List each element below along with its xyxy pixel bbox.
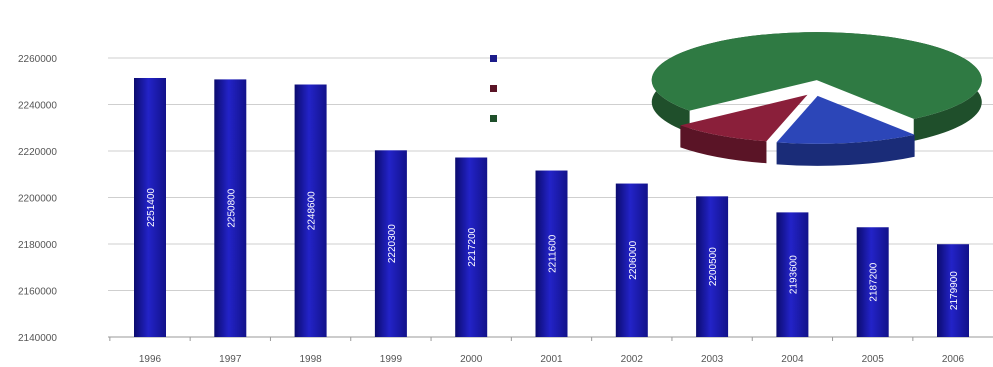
bar-value-label: 2211600 xyxy=(548,234,559,273)
bar xyxy=(856,227,889,337)
bar xyxy=(937,244,969,337)
bar-value-label: 2179900 xyxy=(949,271,960,310)
pie-slice-side xyxy=(776,134,915,166)
y-tick-label: 2200000 xyxy=(18,194,57,205)
legend-swatch xyxy=(490,85,497,92)
y-axis: 2140000 2160000 2180000 2200000 2220000 22400… xyxy=(18,54,57,344)
y-tick-label: 2240000 xyxy=(18,101,57,112)
bar-value-label: 2193600 xyxy=(788,255,799,294)
y-tick-label: 2160000 xyxy=(18,287,57,298)
bar-value-label: 2200500 xyxy=(708,247,719,286)
bar-value-label: 2217200 xyxy=(467,227,478,266)
pie-slice xyxy=(680,94,808,142)
legend-swatch xyxy=(490,55,497,62)
bar-value-label: 2248600 xyxy=(307,191,318,230)
bar-value-label: 2206000 xyxy=(628,240,639,279)
legend-swatch xyxy=(490,115,497,122)
bar-value-label: 2250800 xyxy=(226,188,237,227)
x-tick-label: 2003 xyxy=(701,354,724,365)
x-tick-label: 2005 xyxy=(862,354,885,365)
x-tick-label: 1999 xyxy=(380,354,403,365)
bar xyxy=(134,77,166,338)
x-tick-label: 2004 xyxy=(781,354,804,365)
bar xyxy=(696,196,729,337)
bar-value-label: 2251400 xyxy=(146,188,157,227)
pie-slice-side xyxy=(680,125,767,164)
y-tick-label: 2140000 xyxy=(18,333,57,344)
x-tick-label: 2001 xyxy=(540,354,563,365)
bar xyxy=(374,150,407,337)
pie-slice xyxy=(776,95,915,144)
x-tick-label: 1997 xyxy=(219,354,242,365)
y-tick-label: 2220000 xyxy=(18,147,57,158)
bar xyxy=(615,183,648,337)
bar xyxy=(776,212,809,337)
x-tick-label: 1998 xyxy=(299,354,322,365)
bar xyxy=(214,79,247,337)
x-tick-label: 1996 xyxy=(139,354,162,365)
bar-value-label: 2187200 xyxy=(869,262,880,301)
x-tick-label: 2000 xyxy=(460,354,483,365)
pie-slice xyxy=(651,32,982,119)
bars: 2251400 2250800 2248600 2220300 2217200 22116… xyxy=(134,77,969,338)
x-tick-label: 2006 xyxy=(942,354,965,365)
pie-chart xyxy=(651,32,982,166)
legend xyxy=(490,55,497,122)
y-tick-label: 2260000 xyxy=(18,54,57,65)
x-tick-label: 2002 xyxy=(621,354,644,365)
y-tick-label: 2180000 xyxy=(18,240,57,251)
bar xyxy=(294,84,327,337)
x-axis: 1996 1997 1998 1999 2000 2001 2002 2003 2004 2005… xyxy=(109,337,965,365)
bar-value-label: 2220300 xyxy=(387,224,398,263)
bar xyxy=(455,157,488,337)
bar xyxy=(535,170,568,337)
